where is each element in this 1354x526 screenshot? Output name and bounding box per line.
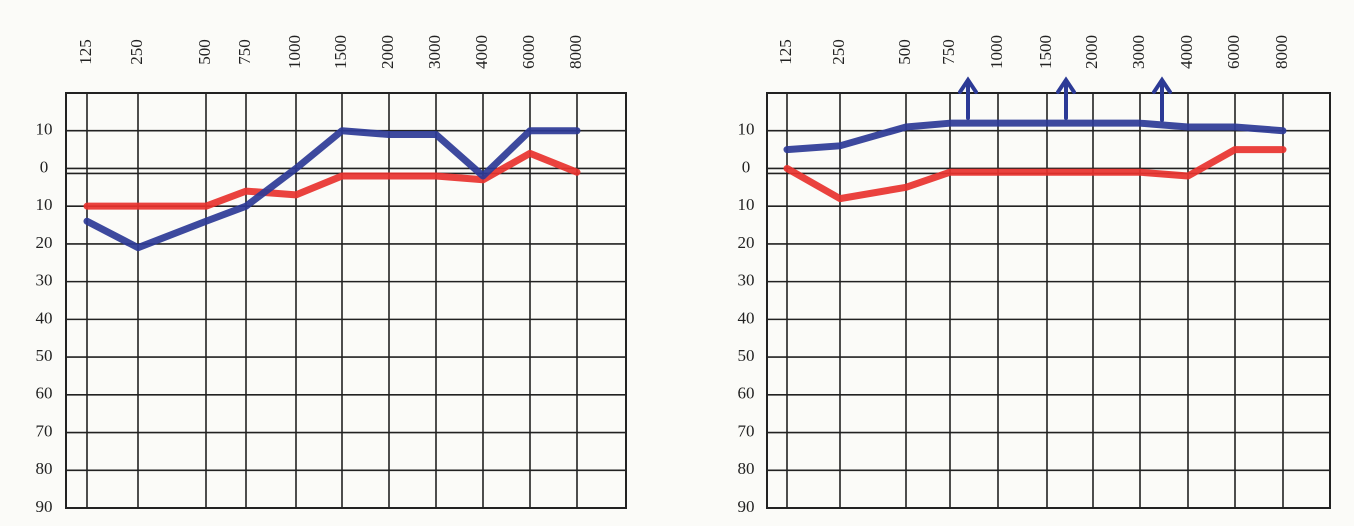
x-tick-label: 4000 <box>1177 35 1196 69</box>
x-tick-label: 250 <box>127 39 146 65</box>
x-tick-label: 125 <box>76 39 95 65</box>
y-tick-label: 20 <box>36 233 53 252</box>
y-tick-label: 10 <box>36 195 53 214</box>
x-tick-label: 2000 <box>1082 35 1101 69</box>
x-tick-label: 750 <box>235 39 254 65</box>
y-tick-label: 20 <box>738 233 755 252</box>
y-tick-label: 10 <box>738 120 755 139</box>
x-tick-label: 8000 <box>566 35 585 69</box>
up-arrow <box>1056 76 1076 120</box>
y-tick-label: 10 <box>36 120 53 139</box>
y-tick-label: 90 <box>738 497 755 516</box>
y-tick-label: 80 <box>738 459 755 478</box>
x-tick-label: 125 <box>776 39 795 65</box>
up-arrow <box>958 76 978 120</box>
audiogram-line <box>783 119 1287 154</box>
x-tick-label: 4000 <box>472 35 491 69</box>
y-tick-label: 80 <box>36 459 53 478</box>
y-tick-label: 0 <box>40 157 49 176</box>
y-tick-label: 50 <box>36 346 53 365</box>
y-tick-label: 70 <box>36 421 53 440</box>
y-tick-label: 60 <box>36 384 53 403</box>
x-tick-label: 6000 <box>519 35 538 69</box>
y-tick-label: 10 <box>738 195 755 214</box>
y-tick-label: 0 <box>742 157 751 176</box>
x-tick-label: 3000 <box>425 35 444 69</box>
audiogram-line <box>83 149 581 210</box>
x-tick-label: 750 <box>939 39 958 65</box>
x-tick-label: 3000 <box>1129 35 1148 69</box>
y-tick-label: 30 <box>36 271 53 290</box>
x-tick-label: 2000 <box>378 35 397 69</box>
y-tick-label: 30 <box>738 271 755 290</box>
x-tick-label: 1000 <box>987 35 1006 69</box>
y-tick-label: 90 <box>36 497 53 516</box>
audiogram-line <box>783 146 1287 203</box>
x-tick-label: 250 <box>829 39 848 65</box>
arrows <box>958 76 1172 122</box>
y-tick-label: 40 <box>738 308 755 327</box>
up-arrow <box>1152 76 1172 122</box>
y-tick-label: 50 <box>738 346 755 365</box>
x-tick-label: 1000 <box>285 35 304 69</box>
x-tick-label: 1500 <box>1036 35 1055 69</box>
x-tick-label: 500 <box>895 39 914 65</box>
plot-frame <box>766 92 1331 509</box>
x-tick-label: 500 <box>195 39 214 65</box>
x-tick-label: 6000 <box>1224 35 1243 69</box>
y-tick-label: 70 <box>738 421 755 440</box>
x-tick-label: 8000 <box>1272 35 1291 69</box>
y-tick-label: 40 <box>36 308 53 327</box>
audiogram-line <box>83 127 581 252</box>
y-tick-label: 60 <box>738 384 755 403</box>
x-tick-label: 1500 <box>331 35 350 69</box>
